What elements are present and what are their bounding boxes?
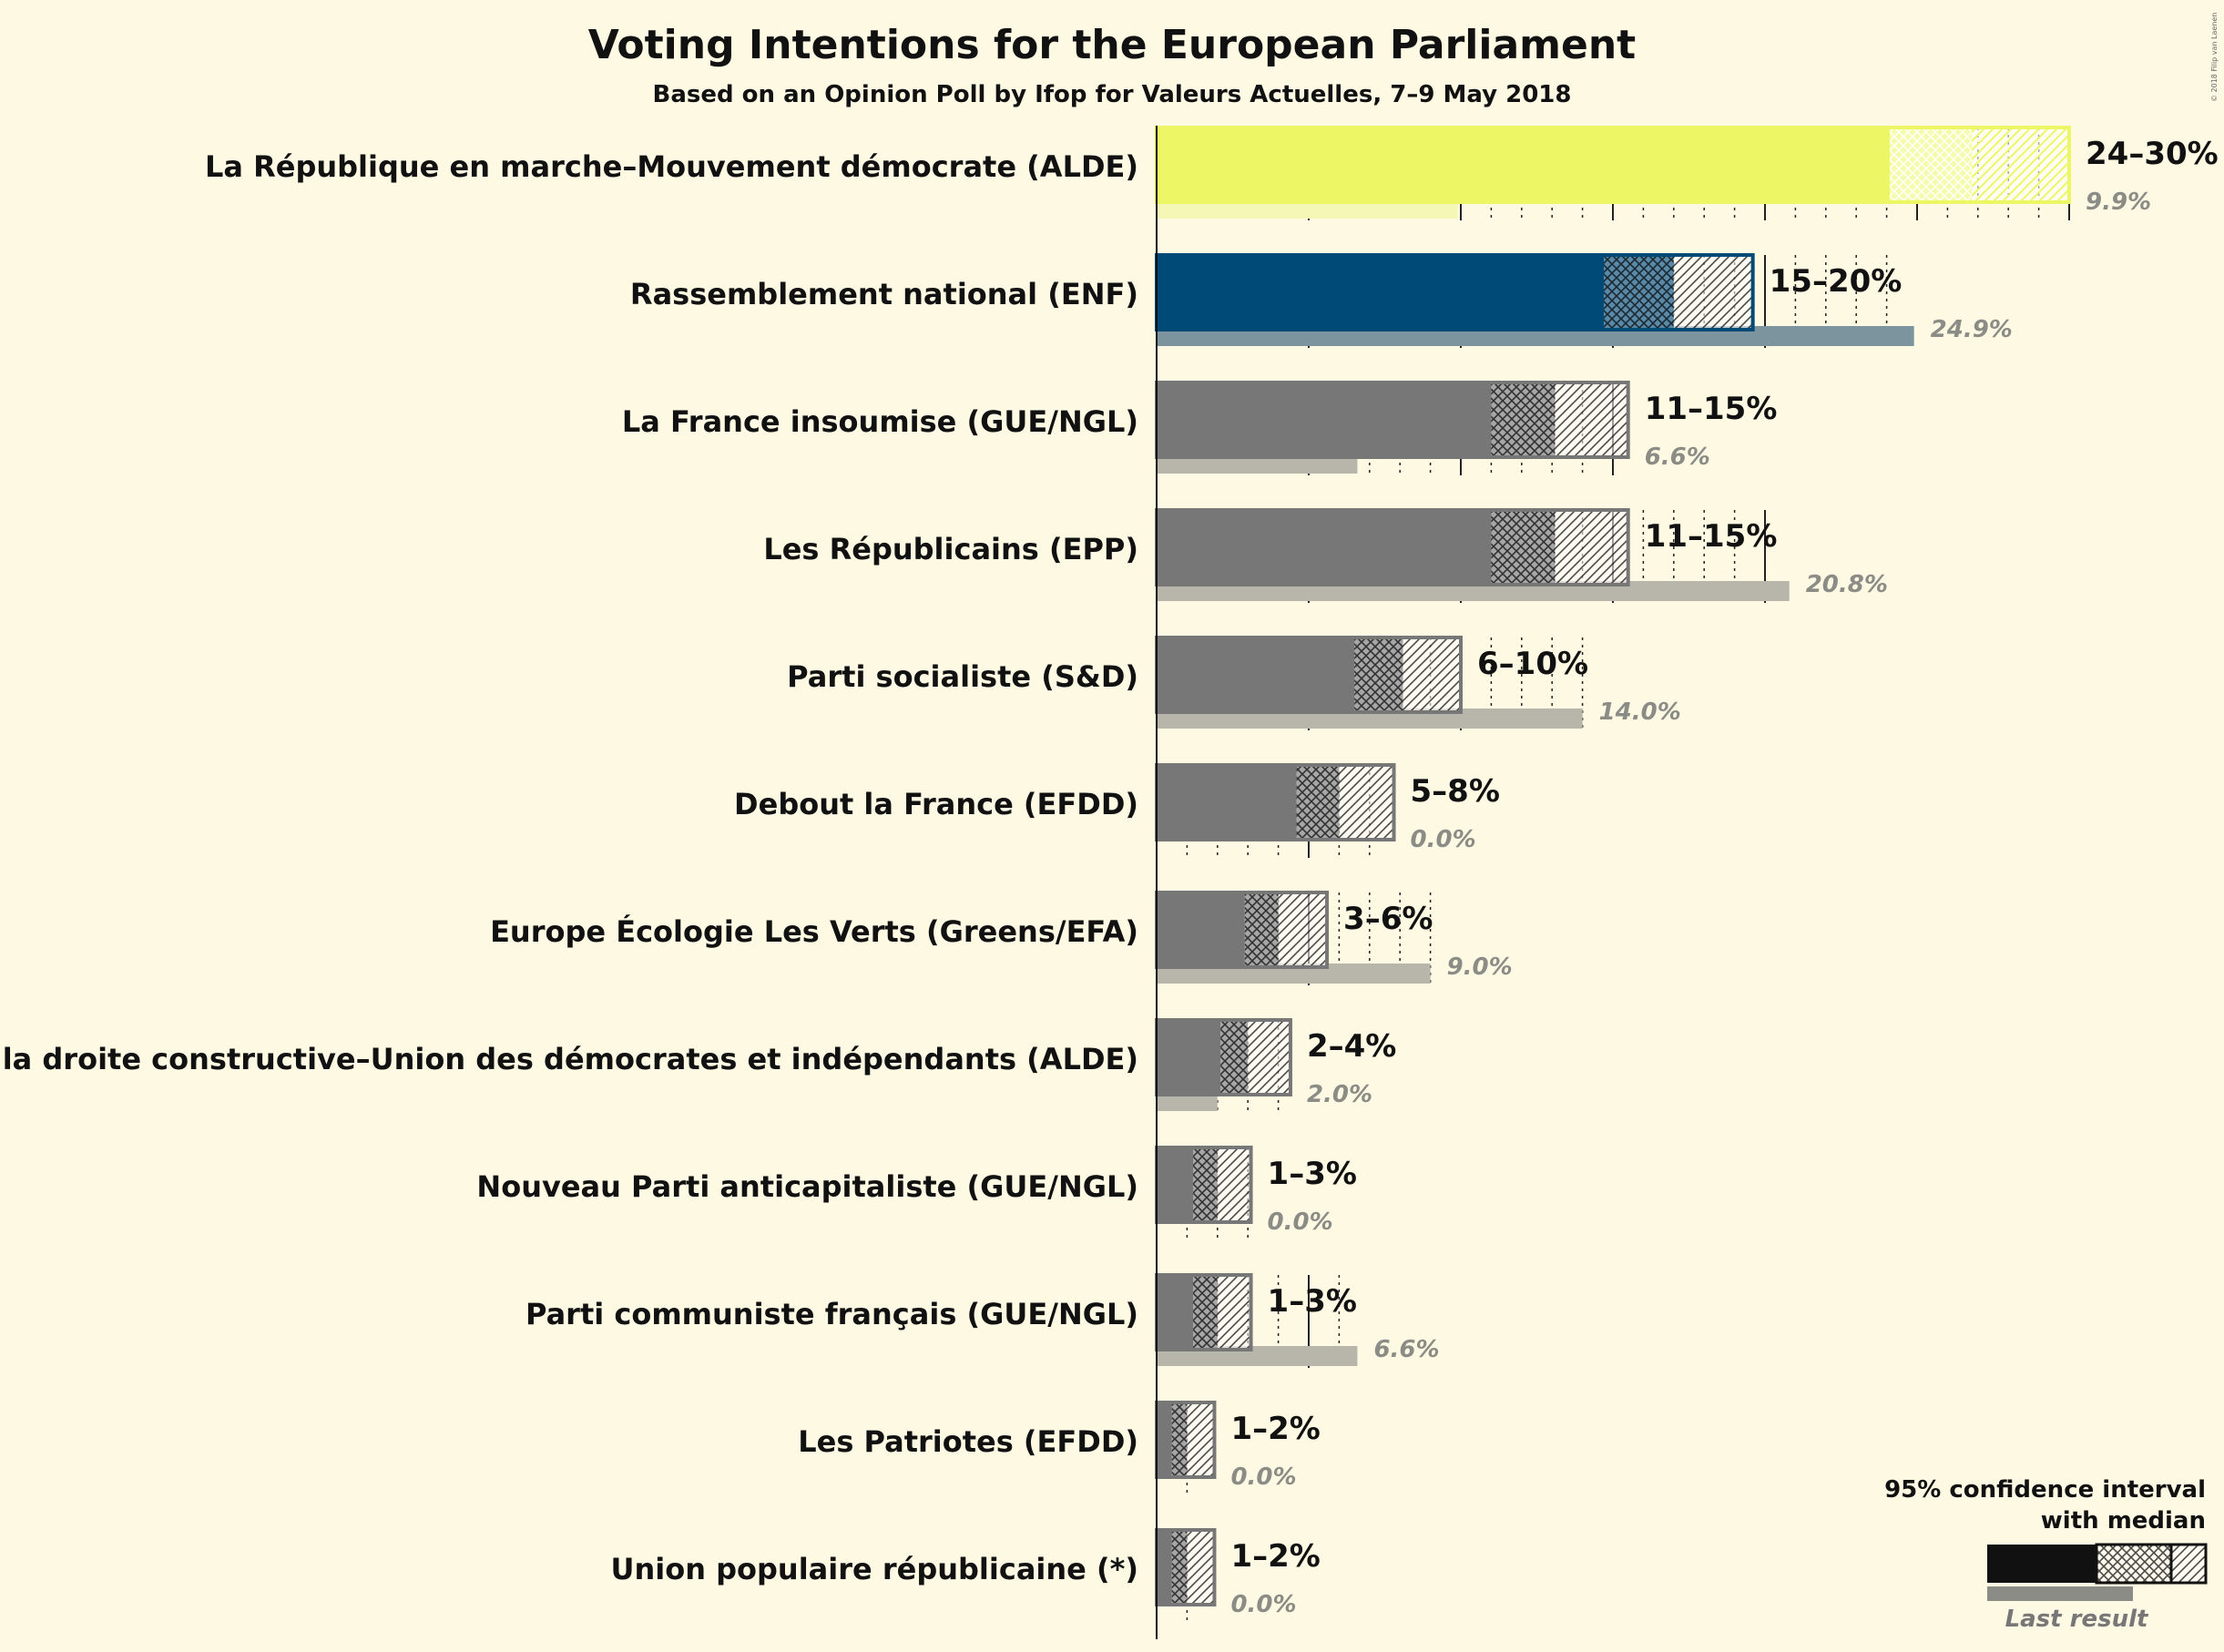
party-row: Les Patriotes (EFDD) 1–2% 0.0%	[798, 1401, 1321, 1491]
interval-to-median	[1296, 765, 1340, 840]
interval-low-bar	[1157, 127, 1890, 202]
range-label: 1–2%	[1230, 1538, 1320, 1575]
interval-from-median	[1248, 1020, 1291, 1095]
range-label: 1–3%	[1268, 1283, 1357, 1320]
range-label: 6–10%	[1477, 646, 1588, 682]
interval-low-bar	[1157, 1275, 1194, 1350]
interval-to-median	[1603, 255, 1674, 330]
legend-interval-solid	[1987, 1545, 2096, 1583]
last-result-label: 0.0%	[1411, 826, 1476, 853]
interval-from-median	[1217, 1275, 1251, 1350]
last-result-label: 2.0%	[1307, 1081, 1372, 1108]
party-name: Les Républicains (EPP)	[763, 532, 1138, 566]
party-name: Europe Écologie Les Verts (Greens/EFA)	[490, 914, 1138, 949]
legend-interval-to-median	[2095, 1543, 2173, 1585]
bars: La République en marche–Mouvement démocr…	[0, 126, 2219, 1618]
chart-subtitle: Based on an Opinion Poll by Ifop for Val…	[653, 81, 1572, 108]
range-label: 24–30%	[2086, 136, 2219, 172]
last-result-label: 9.9%	[2086, 189, 2151, 216]
interval-from-median	[1339, 765, 1394, 840]
party-name: La France insoumise (GUE/NGL)	[622, 404, 1138, 439]
party-row: Rassemblement national (ENF) 15–20% 24.9%	[630, 253, 2013, 346]
interval-to-median	[1354, 637, 1403, 712]
party-row: Union populaire républicaine (*) 1–2% 0.0%	[610, 1528, 1321, 1618]
interval-from-median	[1278, 892, 1328, 967]
interval-low-bar	[1157, 255, 1604, 330]
interval-to-median	[1220, 1020, 1249, 1095]
party-name: La République en marche–Mouvement démocr…	[205, 149, 1138, 184]
party-row: Nouveau Parti anticapitaliste (GUE/NGL) 1…	[476, 1146, 1357, 1236]
party-row: Les Républicains (EPP) 11–15% 20.8%	[763, 508, 1888, 601]
interval-to-median	[1171, 1402, 1188, 1477]
party-row: Parti communiste français (GUE/NGL) 1–3% 6…	[525, 1273, 1440, 1366]
interval-low-bar	[1157, 510, 1492, 585]
interval-to-median	[1193, 1275, 1218, 1350]
last-result-label: 6.6%	[1373, 1336, 1439, 1363]
party-name: Parti socialiste (S&D)	[787, 659, 1138, 694]
interval-low-bar	[1157, 637, 1355, 712]
interval-low-bar	[1157, 765, 1297, 840]
gridlines	[1186, 127, 2070, 1623]
last-result-label: 24.9%	[1931, 316, 2013, 343]
range-label: 11–15%	[1645, 391, 1778, 427]
party-row: La France insoumise (GUE/NGL) 11–15% 6.6%	[622, 381, 1778, 474]
range-label: 2–4%	[1307, 1028, 1396, 1065]
interval-low-bar	[1157, 1402, 1172, 1477]
party-name: Union populaire républicaine (*)	[610, 1552, 1138, 1586]
interval-from-median	[1187, 1530, 1215, 1605]
legend-title-line2: with median	[2041, 1507, 2206, 1535]
interval-low-bar	[1157, 892, 1245, 967]
last-result-label: 0.0%	[1268, 1208, 1333, 1236]
interval-from-median	[1673, 255, 1753, 330]
interval-to-median	[1244, 892, 1279, 967]
interval-from-median	[1972, 127, 2069, 202]
party-row: Parti socialiste (S&D) 6–10% 14.0%	[787, 636, 1681, 729]
interval-to-median	[1491, 510, 1556, 585]
interval-to-median	[1193, 1147, 1218, 1222]
interval-from-median	[1187, 1402, 1215, 1477]
party-name: Nouveau Parti anticapitaliste (GUE/NGL)	[476, 1169, 1138, 1204]
chart-title: Voting Intentions for the European Parli…	[588, 22, 1636, 68]
range-label: 15–20%	[1770, 263, 1903, 300]
range-label: 11–15%	[1645, 518, 1778, 555]
legend: 95% confidence interval with median Last…	[1884, 1476, 2208, 1633]
party-row: Agir, la droite constructive–Union des d…	[0, 1018, 1396, 1111]
range-label: 3–6%	[1343, 901, 1433, 937]
interval-to-median	[1171, 1530, 1188, 1605]
interval-to-median	[1889, 127, 1973, 202]
party-row: Debout la France (EFDD) 5–8% 0.0%	[734, 763, 1500, 853]
party-row: Europe Écologie Les Verts (Greens/EFA) 3–…	[490, 891, 1513, 984]
interval-from-median	[1403, 637, 1461, 712]
party-name: Parti communiste français (GUE/NGL)	[525, 1297, 1138, 1331]
interval-low-bar	[1157, 1020, 1221, 1095]
last-result-label: 20.8%	[1806, 571, 1888, 598]
legend-last-result-bar	[1987, 1586, 2133, 1601]
legend-last-result-label: Last result	[2005, 1606, 2149, 1633]
last-result-label: 14.0%	[1599, 699, 1681, 726]
interval-from-median	[1217, 1147, 1251, 1222]
party-name: Rassemblement national (ENF)	[630, 277, 1138, 311]
copyright-note: © 2018 Filip van Laenen	[2210, 13, 2219, 102]
interval-low-bar	[1157, 1147, 1194, 1222]
legend-interval-from-median	[2169, 1543, 2208, 1585]
last-result-label: 9.0%	[1447, 953, 1513, 981]
legend-title-line1: 95% confidence interval	[1884, 1476, 2206, 1504]
last-result-label: 0.0%	[1230, 1463, 1296, 1491]
last-result-label: 0.0%	[1230, 1591, 1296, 1618]
party-row: La République en marche–Mouvement démocr…	[205, 126, 2219, 219]
interval-low-bar	[1157, 382, 1492, 457]
party-name: Debout la France (EFDD)	[734, 787, 1138, 821]
interval-from-median	[1555, 510, 1628, 585]
party-name: Les Patriotes (EFDD)	[798, 1424, 1138, 1459]
interval-from-median	[1555, 382, 1628, 457]
range-label: 1–2%	[1230, 1411, 1320, 1447]
party-name: Agir, la droite constructive–Union des d…	[0, 1042, 1138, 1076]
last-result-label: 6.6%	[1645, 444, 1710, 471]
range-label: 1–3%	[1268, 1156, 1357, 1192]
interval-low-bar	[1157, 1530, 1172, 1605]
interval-to-median	[1491, 382, 1556, 457]
range-label: 5–8%	[1411, 773, 1500, 810]
